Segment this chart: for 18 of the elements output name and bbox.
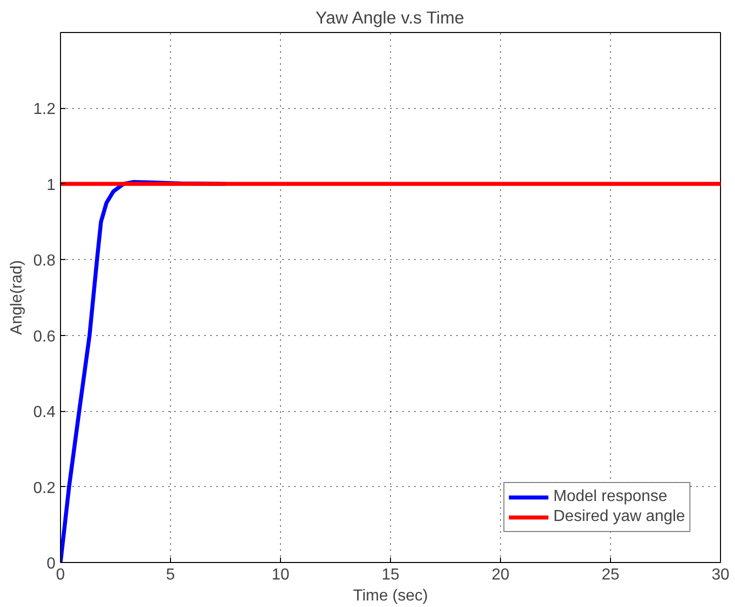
y-tick-label: 0.4 — [33, 404, 56, 422]
y-tick-label: 0.8 — [33, 252, 56, 270]
chart-title: Yaw Angle v.s Time — [316, 8, 464, 28]
x-tick-label: 25 — [602, 566, 620, 584]
x-axis-title: Time (sec) — [353, 588, 428, 604]
x-tick-label: 15 — [382, 566, 400, 584]
legend-label: Model response — [553, 488, 668, 506]
x-tick-label: 5 — [166, 566, 176, 584]
x-tick-label: 30 — [712, 566, 730, 584]
y-axis-title: Angle(rad) — [8, 260, 26, 335]
y-tick-label: 0 — [46, 556, 56, 572]
legend-label: Desired yaw angle — [553, 508, 685, 526]
x-tick-label: 20 — [492, 566, 510, 584]
y-tick-label: 0.6 — [33, 328, 56, 346]
y-tick-label: 0.2 — [33, 480, 56, 497]
x-tick-label: 10 — [272, 566, 290, 584]
y-tick-label: 1 — [46, 176, 56, 194]
y-tick-label: 1.2 — [33, 101, 56, 118]
